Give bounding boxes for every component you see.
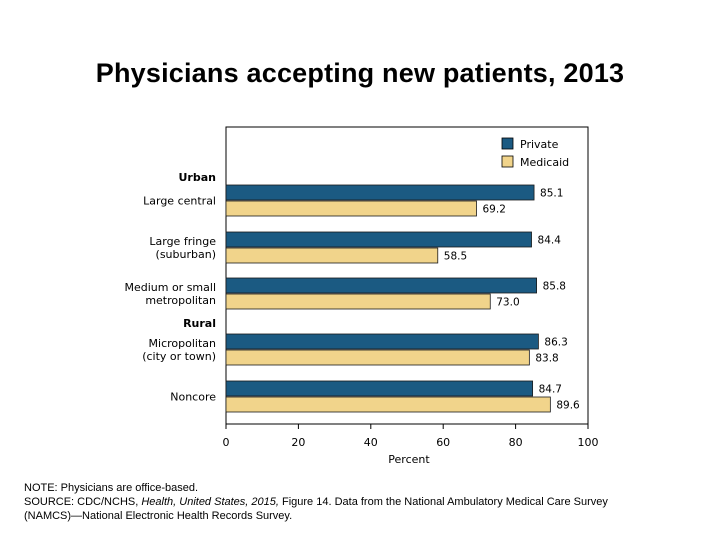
category-label: metropolitan [145,294,216,307]
value-label: 69.2 [483,204,506,216]
source-publication: Health, United States, 2015, [141,496,279,508]
note-line: NOTE: Physicians are office-based. [24,482,199,494]
bar [225,277,537,294]
value-label: 85.8 [543,281,566,293]
category-label: (city or town) [142,350,216,363]
chart-notes: NOTE: Physicians are office-based. SOURC… [24,481,704,523]
bar [225,231,532,248]
category-label: Micropolitan [149,337,216,350]
bar [225,184,535,201]
x-axis-label: Percent [388,453,430,466]
value-label: 84.4 [538,235,562,247]
value-label: 73.0 [496,297,519,309]
category-label: (suburban) [156,248,216,261]
category-label: Large central [143,195,216,208]
bar [225,293,491,310]
value-label: 86.3 [544,337,567,349]
value-label: 84.7 [539,384,562,396]
value-label: 58.5 [444,251,467,263]
source-line-continued: (NAMCS)—National Electronic Health Recor… [24,510,293,522]
x-tick-label: 60 [436,436,450,449]
source-suffix: Figure 14. Data from the National Ambula… [278,496,608,508]
value-label: 83.8 [535,353,558,365]
bar [225,396,551,413]
bar [225,333,539,350]
plot-frame [225,126,589,425]
group-label: Rural [183,317,216,330]
slide-title: Physicians accepting new patients, 2013 [95,58,625,88]
category-label: Medium or small [124,281,216,294]
x-tick-label: 100 [578,436,599,449]
value-label: 89.6 [556,400,580,412]
category-label: Large fringe [149,235,216,248]
source-line: SOURCE: CDC/NCHS, Health, United States,… [24,495,704,509]
value-label: 85.1 [540,188,563,200]
x-tick-label: 40 [364,436,378,449]
legend-swatch [501,155,514,168]
bar [225,380,534,397]
x-tick-label: 20 [291,436,305,449]
legend-label: Private [520,138,559,151]
bar [225,200,477,217]
source-prefix: SOURCE: CDC/NCHS, [24,496,142,508]
legend-swatch [501,137,514,150]
category-label: Noncore [170,391,216,404]
x-tick-label: 80 [509,436,523,449]
bar [225,349,530,366]
legend-label: Medicaid [520,156,569,169]
x-tick-label: 0 [223,436,230,449]
bar [225,247,439,264]
group-label: Urban [179,171,217,184]
